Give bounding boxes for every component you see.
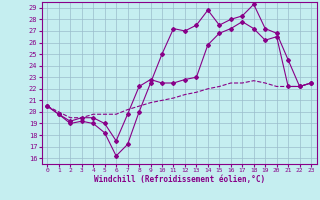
X-axis label: Windchill (Refroidissement éolien,°C): Windchill (Refroidissement éolien,°C) <box>94 175 265 184</box>
